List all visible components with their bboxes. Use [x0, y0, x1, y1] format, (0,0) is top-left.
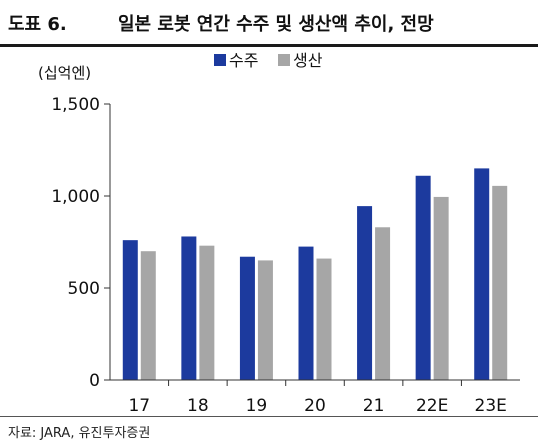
- bar-수주-19: [239, 256, 255, 380]
- chart-legend: 수주 생산: [214, 51, 323, 70]
- x-tick-label: 17: [128, 396, 150, 416]
- chart-title: 일본 로봇 연간 수주 및 생산액 추이, 전망: [118, 14, 434, 35]
- y-axis-unit-label: (십억엔): [38, 64, 91, 82]
- source-note: 자료: JARA, 유진투자증권: [8, 426, 151, 441]
- bar-수주-20: [298, 246, 314, 380]
- bar-수주-22E: [415, 175, 431, 380]
- bar-수주-21: [357, 206, 373, 380]
- x-tick-label: 22E: [416, 396, 448, 416]
- x-tick-label: 20: [304, 396, 326, 416]
- bar-생산-21: [375, 227, 391, 380]
- bar-생산-17: [140, 251, 156, 380]
- bar-series-group: [122, 168, 508, 380]
- legend-swatch: [278, 54, 290, 66]
- legend-label: 수주: [229, 51, 258, 70]
- bar-생산-20: [316, 258, 332, 380]
- y-tick-label: 1,500: [51, 95, 100, 115]
- x-tick-label: 21: [363, 396, 385, 416]
- bar-수주-23E: [474, 168, 490, 380]
- figure-label: 도표 6.: [8, 14, 67, 35]
- bar-생산-22E: [433, 196, 449, 380]
- x-tick-label: 23E: [475, 396, 507, 416]
- bar-생산-18: [199, 245, 215, 380]
- header-divider: [0, 44, 538, 47]
- y-tick-label: 500: [68, 279, 100, 299]
- figure-header: 도표 6. 일본 로봇 연간 수주 및 생산액 추이, 전망: [0, 0, 538, 47]
- x-axis: 17 18 19 20 21 22E 23E: [110, 379, 520, 416]
- legend-label: 생산: [293, 51, 323, 70]
- footer-divider: [0, 416, 538, 417]
- bar-수주-17: [122, 240, 138, 380]
- y-tick-label: 1,000: [51, 187, 100, 207]
- bar-수주-18: [181, 236, 197, 380]
- x-tick-label: 19: [246, 396, 268, 416]
- y-axis: 0 500 1,000 1,500: [51, 95, 111, 391]
- x-tick-label: 18: [187, 396, 209, 416]
- legend-swatch: [214, 54, 226, 66]
- y-tick-label: 0: [89, 371, 100, 391]
- bar-생산-19: [257, 260, 273, 380]
- bar-생산-23E: [492, 185, 508, 380]
